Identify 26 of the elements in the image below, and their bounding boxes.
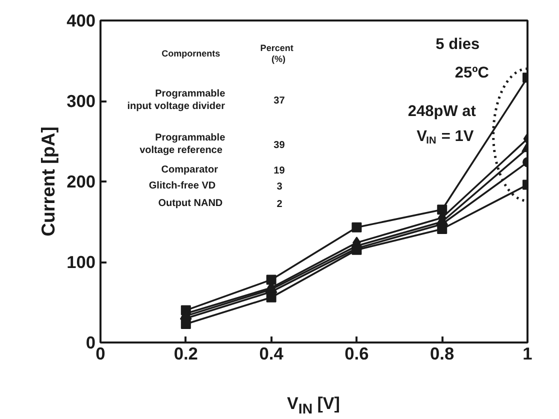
annotation: Compornents xyxy=(162,48,220,59)
annotation: Comparator xyxy=(161,164,218,176)
y-tick-label: 400 xyxy=(66,10,96,30)
annotation: 5 dies xyxy=(436,36,480,54)
annotation: Glitch-free VD xyxy=(148,180,216,192)
annotation: 39 xyxy=(274,140,286,151)
x-axis-title: V$_{IN}$ [V] xyxy=(287,393,340,419)
annotation: 2 xyxy=(276,199,283,210)
annotation: Output NAND xyxy=(158,198,223,210)
y-tick-label: 100 xyxy=(66,252,96,272)
y-tick-label: 300 xyxy=(66,91,96,111)
x-tick-label: 1 xyxy=(522,344,533,364)
x-tick-label: 0.4 xyxy=(259,344,284,364)
y-axis-title: Current [pA] xyxy=(38,126,59,236)
annotation: 19 xyxy=(274,166,286,177)
annotation: Programmable voltage reference xyxy=(140,132,226,156)
annotation: 37 xyxy=(274,96,286,107)
annotation: 3 xyxy=(276,181,283,192)
annotation: Programmable input voltage divider xyxy=(127,88,226,112)
annotation: 248pW at xyxy=(408,102,476,120)
x-tick-label: 0.6 xyxy=(344,344,370,364)
annotation: Percent (%) xyxy=(260,42,294,64)
x-tick-label: 0.8 xyxy=(430,344,455,364)
x-tick-label: 0.2 xyxy=(174,344,198,364)
y-tick-label: 200 xyxy=(66,172,96,192)
annotation: 25ºC xyxy=(454,64,490,82)
